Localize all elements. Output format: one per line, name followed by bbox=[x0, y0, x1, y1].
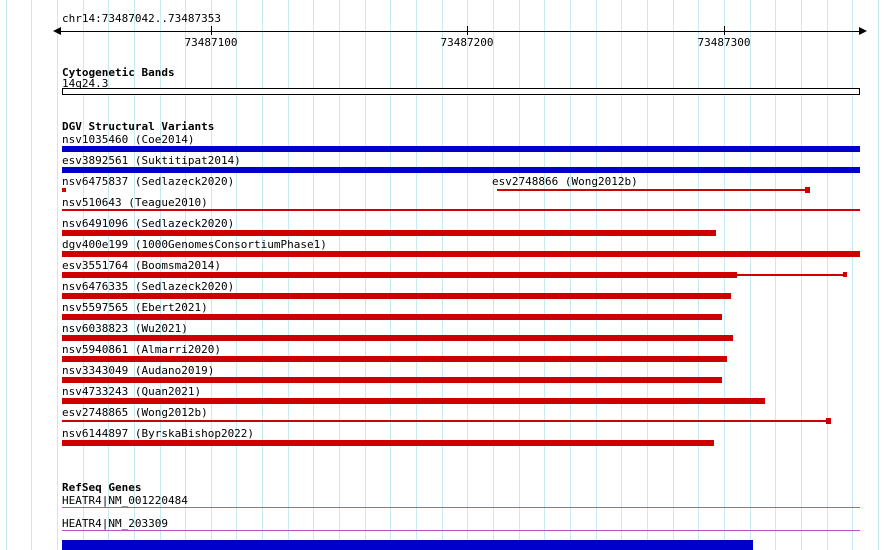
variant-label[interactable]: nsv6491096 (Sedlazeck2020) bbox=[62, 217, 235, 230]
variant-label[interactable]: dgv400e199 (1000GenomesConsortiumPhase1) bbox=[62, 238, 327, 251]
region-label: chr14:73487042..73487353 bbox=[62, 12, 221, 25]
cytoband-glyph bbox=[62, 88, 860, 95]
variant-label[interactable]: esv3892561 (Suktitipat2014) bbox=[62, 154, 241, 167]
variant-glyph[interactable] bbox=[737, 274, 843, 276]
variant-label[interactable]: nsv5940861 (Almarri2020) bbox=[62, 343, 221, 356]
ruler-tick-label: 73487100 bbox=[184, 36, 238, 49]
ruler-line bbox=[60, 31, 860, 32]
gene-glyph[interactable] bbox=[62, 530, 860, 531]
variant-glyph[interactable] bbox=[62, 293, 731, 299]
variant-glyph[interactable] bbox=[62, 167, 860, 173]
variant-label[interactable]: nsv6144897 (ByrskaBishop2022) bbox=[62, 427, 255, 440]
variant-glyph[interactable] bbox=[62, 146, 860, 152]
section-title-dgv-structural-variants: DGV Structural Variants bbox=[62, 120, 215, 133]
variant-glyph[interactable] bbox=[62, 230, 716, 236]
gridline bbox=[31, 0, 33, 550]
variant-label[interactable]: nsv5597565 (Ebert2021) bbox=[62, 301, 208, 314]
variant-glyph[interactable] bbox=[62, 377, 722, 383]
ruler-tick-label: 73487300 bbox=[697, 36, 751, 49]
cytoband-label: 14q24.3 bbox=[62, 77, 109, 90]
ruler-tick bbox=[467, 26, 468, 35]
variant-glyph[interactable] bbox=[62, 335, 733, 341]
variant-label[interactable]: esv2748865 (Wong2012b) bbox=[62, 406, 208, 419]
variant-label[interactable]: nsv1035460 (Coe2014) bbox=[62, 133, 195, 146]
gridline bbox=[5, 0, 7, 550]
variant-glyph[interactable] bbox=[62, 188, 66, 192]
variant-glyph[interactable] bbox=[62, 440, 714, 446]
gridline bbox=[56, 0, 58, 550]
variant-label[interactable]: nsv510643 (Teague2010) bbox=[62, 196, 208, 209]
variant-label[interactable]: nsv3343049 (Audano2019) bbox=[62, 364, 215, 377]
gridline bbox=[877, 0, 879, 550]
variant-label[interactable]: nsv6475837 (Sedlazeck2020) bbox=[62, 175, 235, 188]
variant-glyph[interactable] bbox=[843, 272, 847, 277]
bottom-partial-track-bar[interactable] bbox=[62, 540, 753, 550]
variant-glyph[interactable] bbox=[62, 356, 727, 362]
variant-glyph[interactable] bbox=[826, 418, 831, 424]
ruler-left-arrow-icon bbox=[53, 27, 61, 35]
ruler-tick bbox=[724, 26, 725, 35]
variant-label[interactable]: nsv6476335 (Sedlazeck2020) bbox=[62, 280, 235, 293]
variant-glyph[interactable] bbox=[62, 272, 737, 278]
section-title-refseq-genes: RefSeq Genes bbox=[62, 481, 142, 494]
variant-glyph[interactable] bbox=[62, 398, 765, 404]
variant-glyph[interactable] bbox=[62, 251, 860, 257]
variant-glyph[interactable] bbox=[62, 314, 722, 320]
gridline bbox=[852, 0, 854, 550]
variant-glyph[interactable] bbox=[62, 420, 828, 422]
variant-glyph[interactable] bbox=[805, 187, 810, 193]
variant-glyph[interactable] bbox=[497, 189, 807, 191]
variant-label[interactable]: nsv6038823 (Wu2021) bbox=[62, 322, 188, 335]
ruler-tick-label: 73487200 bbox=[440, 36, 494, 49]
variant-label[interactable]: nsv4733243 (Quan2021) bbox=[62, 385, 202, 398]
ruler-tick bbox=[211, 26, 212, 35]
ruler-right-arrow-icon bbox=[859, 27, 867, 35]
gene-glyph[interactable] bbox=[62, 507, 860, 508]
variant-label[interactable]: esv2748866 (Wong2012b) bbox=[492, 175, 638, 188]
variant-label[interactable]: esv3551764 (Boomsma2014) bbox=[62, 259, 221, 272]
gene-label[interactable]: HEATR4|NM_203309 bbox=[62, 517, 168, 530]
section-title-cytogenetic-bands: Cytogenetic Bands bbox=[62, 66, 175, 79]
variant-glyph[interactable] bbox=[62, 209, 860, 211]
gene-label[interactable]: HEATR4|NM_001220484 bbox=[62, 494, 188, 507]
